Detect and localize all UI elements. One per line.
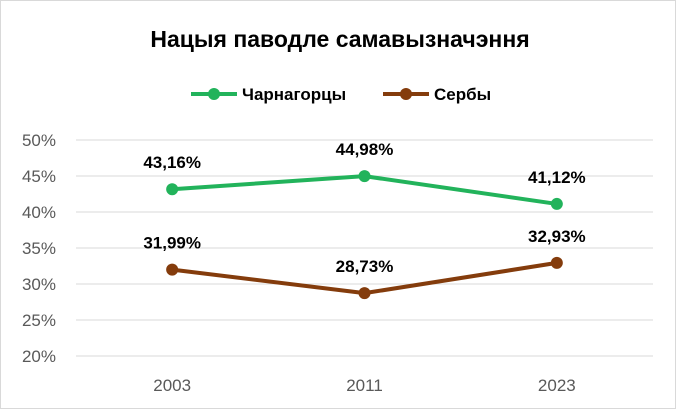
data-label: 28,73% — [336, 257, 394, 276]
data-point — [358, 170, 371, 183]
gridlines — [76, 139, 653, 357]
series-group: 43,16% 44,98% 41,12% 31,99% 28,73% 32,93% — [143, 140, 586, 300]
chart-title: Нацыя паводле самавызначэння — [150, 26, 529, 52]
data-label: 44,98% — [336, 140, 394, 159]
legend-label-serby: Сербы — [434, 85, 491, 104]
x-tick-label: 2003 — [153, 376, 191, 395]
x-tick-label: 2023 — [538, 376, 576, 395]
series-0: 43,16% 44,98% 41,12% — [143, 140, 586, 210]
y-tick-label: 20% — [22, 347, 56, 366]
y-axis-ticks: 50% 45% 40% 35% 30% 25% 20% — [22, 131, 56, 366]
data-point — [550, 197, 563, 210]
legend-item-serby: Сербы — [383, 85, 491, 104]
legend-marker-chernogortsy — [208, 88, 220, 100]
data-point — [166, 263, 179, 276]
data-label: 31,99% — [143, 234, 201, 253]
y-tick-label: 25% — [22, 311, 56, 330]
x-axis-ticks: 2003 2011 2023 — [153, 376, 575, 395]
data-label: 41,12% — [528, 168, 586, 187]
data-point — [166, 183, 179, 196]
legend: Чарнагорцы Сербы — [191, 85, 491, 104]
y-tick-label: 35% — [22, 239, 56, 258]
data-point — [358, 287, 371, 300]
y-tick-label: 30% — [22, 275, 56, 294]
series-1: 31,99% 28,73% 32,93% — [143, 227, 586, 300]
y-tick-label: 40% — [22, 203, 56, 222]
data-label: 43,16% — [143, 153, 201, 172]
legend-marker-serby — [400, 88, 412, 100]
legend-label-chernogortsy: Чарнагорцы — [242, 85, 346, 104]
y-tick-label: 45% — [22, 167, 56, 186]
legend-item-chernogortsy: Чарнагорцы — [191, 85, 346, 104]
data-point — [550, 256, 563, 269]
y-tick-label: 50% — [22, 131, 56, 150]
x-tick-label: 2011 — [346, 376, 383, 395]
data-label: 32,93% — [528, 227, 586, 246]
